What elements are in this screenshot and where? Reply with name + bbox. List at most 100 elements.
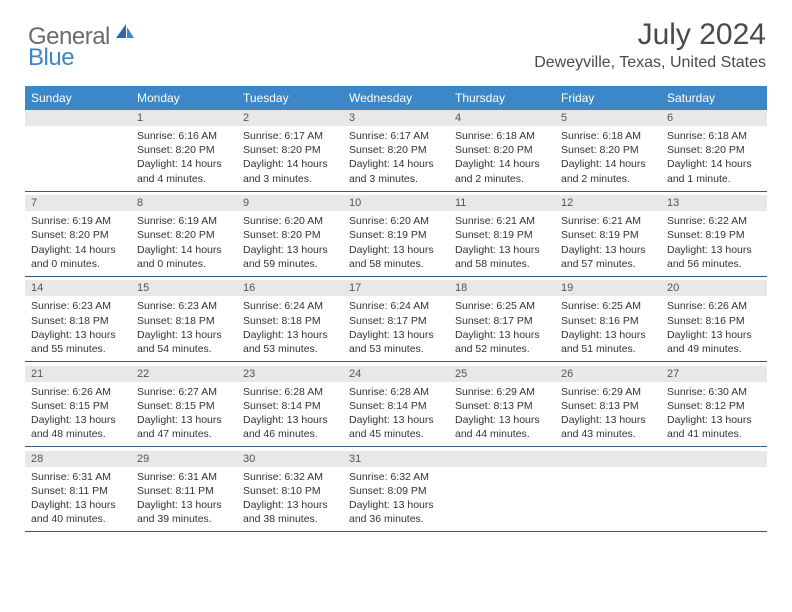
day-cell: Sunrise: 6:24 AMSunset: 8:17 PMDaylight:… [343, 296, 449, 361]
sunset-text: Sunset: 8:15 PM [31, 399, 125, 413]
sunset-text: Sunset: 8:17 PM [349, 314, 443, 328]
sunrise-text: Sunrise: 6:24 AM [243, 299, 337, 313]
sunrise-text: Sunrise: 6:20 AM [243, 214, 337, 228]
day-header: Tuesday [237, 86, 343, 110]
sunset-text: Sunset: 8:13 PM [455, 399, 549, 413]
day-number [555, 451, 661, 467]
sunrise-text: Sunrise: 6:29 AM [561, 385, 655, 399]
daylight-text-2: and 4 minutes. [137, 172, 231, 186]
sunset-text: Sunset: 8:16 PM [561, 314, 655, 328]
sunrise-text: Sunrise: 6:25 AM [455, 299, 549, 313]
day-number: 16 [237, 280, 343, 296]
day-number: 5 [555, 110, 661, 126]
daylight-text-2: and 53 minutes. [349, 342, 443, 356]
sunset-text: Sunset: 8:18 PM [137, 314, 231, 328]
sunset-text: Sunset: 8:13 PM [561, 399, 655, 413]
sunset-text: Sunset: 8:18 PM [243, 314, 337, 328]
day-number: 12 [555, 195, 661, 211]
day-number: 22 [131, 366, 237, 382]
daylight-text-1: Daylight: 14 hours [243, 157, 337, 171]
day-cell: Sunrise: 6:21 AMSunset: 8:19 PMDaylight:… [555, 211, 661, 276]
day-header: Monday [131, 86, 237, 110]
daylight-text-2: and 38 minutes. [243, 512, 337, 526]
sunset-text: Sunset: 8:10 PM [243, 484, 337, 498]
day-number: 21 [25, 366, 131, 382]
day-cell: Sunrise: 6:25 AMSunset: 8:16 PMDaylight:… [555, 296, 661, 361]
day-cell: Sunrise: 6:27 AMSunset: 8:15 PMDaylight:… [131, 382, 237, 447]
sunrise-text: Sunrise: 6:16 AM [137, 129, 231, 143]
day-number: 3 [343, 110, 449, 126]
daylight-text-2: and 39 minutes. [137, 512, 231, 526]
sunset-text: Sunset: 8:20 PM [137, 228, 231, 242]
sunset-text: Sunset: 8:19 PM [455, 228, 549, 242]
day-header: Thursday [449, 86, 555, 110]
sunset-text: Sunset: 8:20 PM [561, 143, 655, 157]
daylight-text-2: and 2 minutes. [561, 172, 655, 186]
sunrise-text: Sunrise: 6:32 AM [349, 470, 443, 484]
sunset-text: Sunset: 8:20 PM [667, 143, 761, 157]
day-cell: Sunrise: 6:25 AMSunset: 8:17 PMDaylight:… [449, 296, 555, 361]
daylight-text-1: Daylight: 13 hours [243, 328, 337, 342]
day-number: 18 [449, 280, 555, 296]
sunrise-text: Sunrise: 6:30 AM [667, 385, 761, 399]
daycell-row: Sunrise: 6:19 AMSunset: 8:20 PMDaylight:… [25, 211, 767, 276]
sunrise-text: Sunrise: 6:20 AM [349, 214, 443, 228]
day-cell: Sunrise: 6:16 AMSunset: 8:20 PMDaylight:… [131, 126, 237, 191]
day-number: 17 [343, 280, 449, 296]
day-cell: Sunrise: 6:22 AMSunset: 8:19 PMDaylight:… [661, 211, 767, 276]
sunrise-text: Sunrise: 6:23 AM [31, 299, 125, 313]
day-cell: Sunrise: 6:29 AMSunset: 8:13 PMDaylight:… [449, 382, 555, 447]
day-header: Saturday [661, 86, 767, 110]
daylight-text-1: Daylight: 13 hours [349, 498, 443, 512]
daylight-text-1: Daylight: 13 hours [455, 328, 549, 342]
daylight-text-2: and 2 minutes. [455, 172, 549, 186]
header: General July 2024 Deweyville, Texas, Uni… [0, 0, 792, 80]
daylight-text-1: Daylight: 13 hours [31, 498, 125, 512]
day-number: 25 [449, 366, 555, 382]
day-number: 11 [449, 195, 555, 211]
daylight-text-1: Daylight: 13 hours [349, 243, 443, 257]
day-cell [555, 467, 661, 532]
day-cell: Sunrise: 6:23 AMSunset: 8:18 PMDaylight:… [131, 296, 237, 361]
day-number: 19 [555, 280, 661, 296]
sunset-text: Sunset: 8:20 PM [243, 228, 337, 242]
daylight-text-1: Daylight: 13 hours [243, 243, 337, 257]
daylight-text-2: and 45 minutes. [349, 427, 443, 441]
day-number: 29 [131, 451, 237, 467]
daycell-row: Sunrise: 6:26 AMSunset: 8:15 PMDaylight:… [25, 382, 767, 447]
sunrise-text: Sunrise: 6:31 AM [137, 470, 231, 484]
sunset-text: Sunset: 8:11 PM [137, 484, 231, 498]
day-number: 26 [555, 366, 661, 382]
sunset-text: Sunset: 8:20 PM [243, 143, 337, 157]
day-header-row: SundayMondayTuesdayWednesdayThursdayFrid… [25, 86, 767, 110]
sunrise-text: Sunrise: 6:28 AM [243, 385, 337, 399]
title-block: July 2024 Deweyville, Texas, United Stat… [534, 18, 766, 72]
daycell-row: Sunrise: 6:23 AMSunset: 8:18 PMDaylight:… [25, 296, 767, 361]
sunset-text: Sunset: 8:20 PM [455, 143, 549, 157]
day-cell [661, 467, 767, 532]
sunrise-text: Sunrise: 6:28 AM [349, 385, 443, 399]
sunrise-text: Sunrise: 6:17 AM [243, 129, 337, 143]
sunset-text: Sunset: 8:11 PM [31, 484, 125, 498]
calendar-table: SundayMondayTuesdayWednesdayThursdayFrid… [25, 86, 767, 532]
daylight-text-2: and 55 minutes. [31, 342, 125, 356]
daylight-text-1: Daylight: 13 hours [455, 243, 549, 257]
daylight-text-1: Daylight: 13 hours [243, 413, 337, 427]
day-number: 8 [131, 195, 237, 211]
sunrise-text: Sunrise: 6:21 AM [455, 214, 549, 228]
daylight-text-2: and 36 minutes. [349, 512, 443, 526]
day-number: 4 [449, 110, 555, 126]
daylight-text-1: Daylight: 13 hours [667, 243, 761, 257]
day-number: 6 [661, 110, 767, 126]
day-cell: Sunrise: 6:31 AMSunset: 8:11 PMDaylight:… [25, 467, 131, 532]
brand-text-blue: Blue [28, 44, 74, 71]
daylight-text-1: Daylight: 13 hours [667, 413, 761, 427]
day-cell: Sunrise: 6:18 AMSunset: 8:20 PMDaylight:… [661, 126, 767, 191]
sunrise-text: Sunrise: 6:26 AM [667, 299, 761, 313]
sunset-text: Sunset: 8:14 PM [349, 399, 443, 413]
day-number: 31 [343, 451, 449, 467]
sunrise-text: Sunrise: 6:23 AM [137, 299, 231, 313]
day-number: 20 [661, 280, 767, 296]
daylight-text-2: and 40 minutes. [31, 512, 125, 526]
daylight-text-2: and 41 minutes. [667, 427, 761, 441]
